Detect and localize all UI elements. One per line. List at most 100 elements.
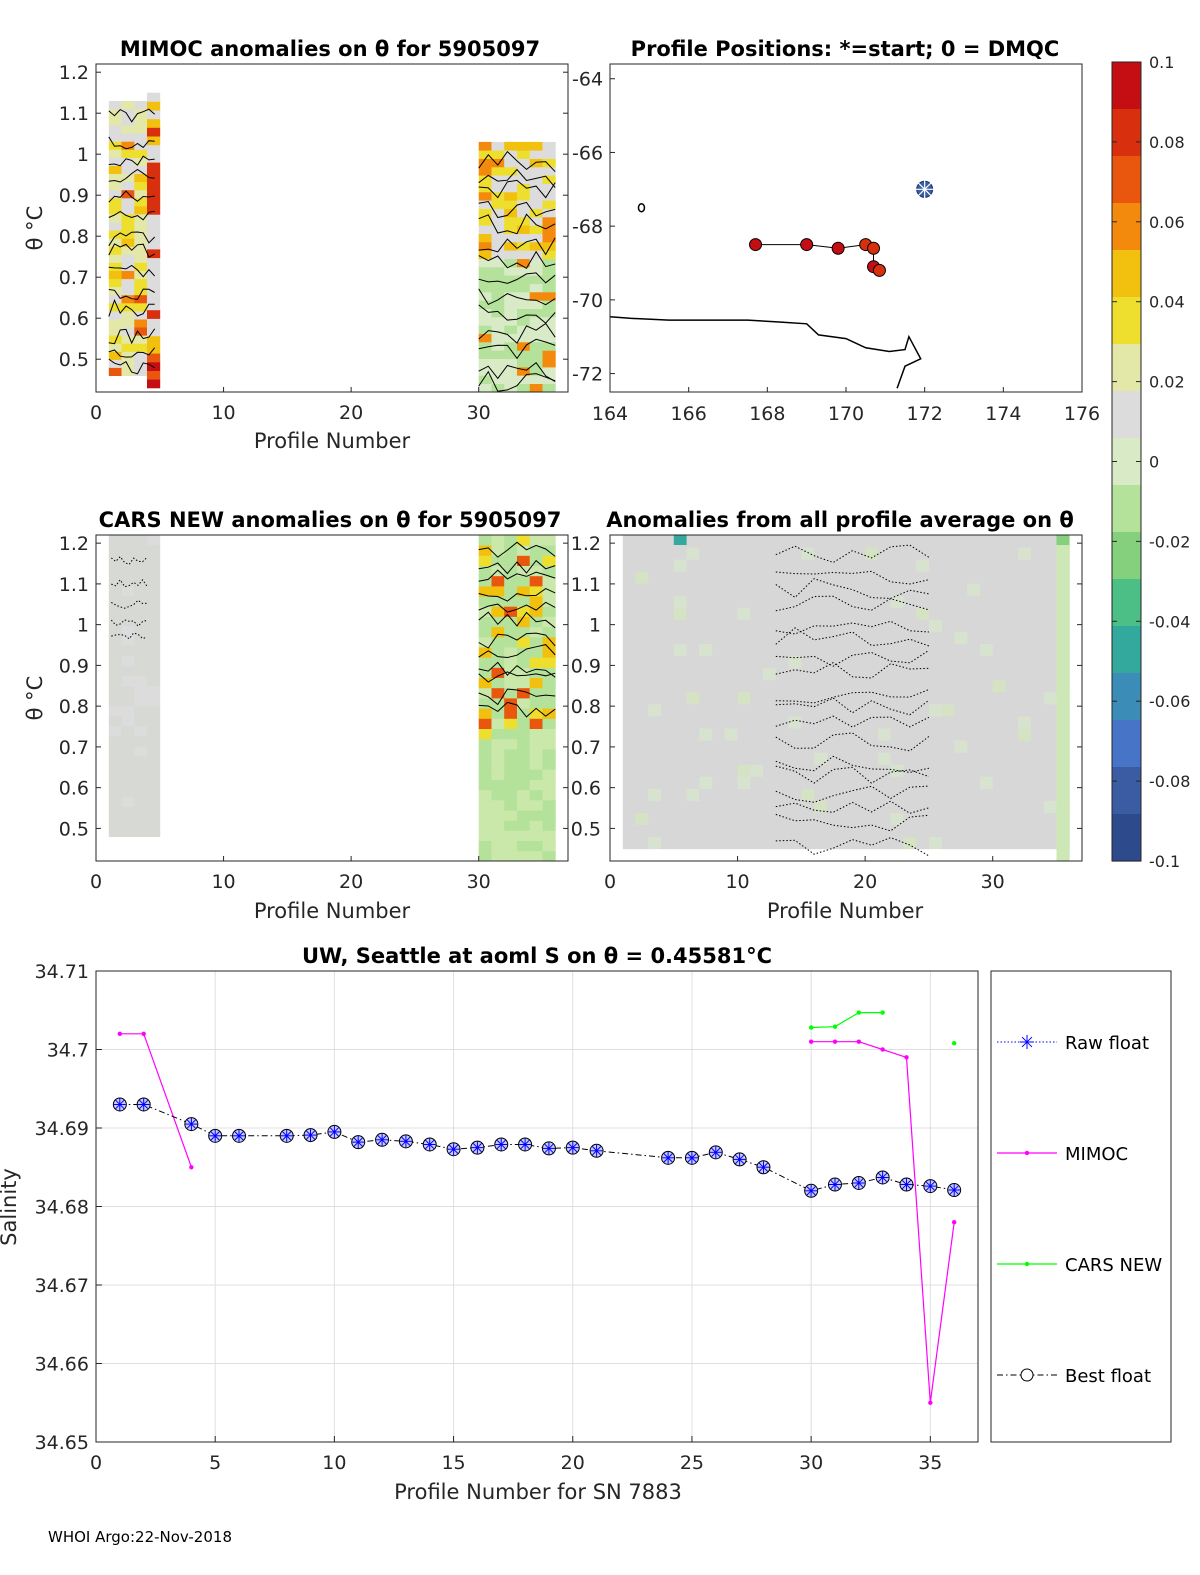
heatmap-cell — [916, 824, 930, 838]
heatmap-cell — [686, 607, 700, 620]
heatmap-cell — [517, 275, 531, 284]
heatmap-cell — [941, 728, 955, 741]
heatmap-cell — [865, 679, 879, 693]
heatmap-cell — [712, 631, 726, 644]
heatmap-cell — [737, 788, 751, 801]
heatmap-cell — [852, 836, 866, 850]
salinity-ylabel: Salinity — [0, 1168, 21, 1246]
heatmap-cell — [775, 571, 789, 584]
heatmap-cell — [529, 585, 543, 597]
heatmap-cell — [121, 645, 135, 657]
heatmap-cell — [121, 806, 135, 817]
heatmap-cell — [928, 571, 943, 584]
heatmap-cell — [542, 225, 556, 234]
heatmap-cell — [661, 691, 675, 705]
heatmap-cell — [788, 776, 802, 789]
mimoc-point — [141, 1031, 146, 1037]
heatmap-cell — [916, 535, 930, 548]
heatmap-cell — [529, 175, 543, 184]
heatmap-cell — [542, 358, 556, 368]
heatmap-cell — [121, 776, 135, 787]
heatmap-cell — [108, 157, 122, 166]
heatmap-cell — [673, 547, 687, 560]
heatmap-cell — [147, 635, 161, 646]
heatmap-cell — [517, 779, 531, 791]
heatmap-cell — [517, 191, 531, 201]
heatmap-cell — [673, 595, 687, 608]
mimoc-point — [880, 1047, 885, 1052]
heatmap-cell — [108, 635, 122, 646]
y-tick-label: 0.5 — [59, 349, 89, 371]
heatmap-cell — [504, 292, 518, 301]
heatmap-cell — [134, 826, 148, 837]
heatmap-cell — [622, 752, 636, 765]
heatmap-cell — [737, 740, 751, 753]
contour-line — [108, 210, 155, 221]
heatmap-cell — [737, 776, 751, 789]
heatmap-cell — [121, 157, 135, 166]
heatmap-cell — [1056, 795, 1070, 813]
heatmap-cell — [712, 812, 726, 826]
heatmap-cell — [542, 367, 556, 376]
heatmap-cell — [529, 850, 543, 861]
heatmap-cell — [775, 679, 789, 693]
heatmap-cell — [134, 786, 148, 797]
heatmap-cell — [979, 583, 994, 596]
heatmap-cell — [903, 788, 917, 801]
heatmap-cell — [877, 535, 892, 548]
heatmap-cell — [661, 631, 675, 644]
heatmap-cell — [750, 667, 764, 681]
heatmap-cell — [763, 607, 777, 620]
heatmap-cell — [865, 607, 879, 620]
heatmap-cell — [877, 691, 892, 705]
heatmap-cell — [134, 806, 148, 817]
heatmap-cell — [504, 191, 518, 201]
heatmap-cell — [121, 786, 135, 797]
heatmap-cell — [865, 764, 879, 777]
average-title: Anomalies from all profile average on θ — [606, 508, 1074, 532]
heatmap-cell — [775, 716, 789, 729]
heatmap-cell — [839, 619, 853, 632]
heatmap-cell — [712, 559, 726, 572]
heatmap-cell — [504, 308, 518, 318]
heatmap-cell — [134, 535, 148, 546]
heatmap-cell — [801, 547, 815, 560]
heatmap-cell — [529, 840, 543, 852]
heatmap-cell — [865, 740, 879, 753]
heatmap-cell — [147, 240, 161, 250]
heatmap-cell — [839, 559, 853, 572]
legend-marker — [1024, 1261, 1030, 1267]
heatmap-cell — [1056, 812, 1070, 829]
heatmap-cell — [504, 636, 518, 648]
heatmap-cell — [801, 535, 815, 548]
y-tick-label: 0.8 — [59, 696, 89, 718]
heatmap-cell — [1018, 559, 1032, 572]
heatmap-cell — [529, 216, 543, 226]
heatmap-cell — [134, 319, 148, 328]
contour-line — [775, 689, 930, 704]
heatmap-cell — [529, 191, 543, 201]
heatmap-cell — [491, 738, 505, 750]
heatmap-cell — [648, 559, 662, 572]
heatmap-cell — [801, 607, 815, 620]
heatmap-cell — [724, 812, 738, 826]
heatmap-cell — [517, 555, 531, 566]
cars-axes-box — [95, 534, 569, 862]
contour-line — [478, 361, 556, 383]
heatmap-cell — [814, 583, 828, 596]
heatmap-cell — [967, 679, 981, 693]
heatmap-cell — [699, 571, 713, 584]
heatmap-cell — [673, 812, 687, 826]
heatmap-cell — [542, 830, 556, 841]
heatmap-cell — [529, 283, 543, 293]
heatmap-cell — [517, 266, 531, 276]
heatmap-cell — [801, 667, 815, 681]
heatmap-cell — [147, 726, 161, 737]
heatmap-cell — [147, 379, 161, 389]
heatmap-cell — [712, 836, 726, 850]
heatmap-cell — [1018, 728, 1032, 741]
heatmap-cell — [737, 643, 751, 657]
heatmap-cell — [992, 728, 1006, 741]
heatmap-cell — [928, 800, 943, 813]
